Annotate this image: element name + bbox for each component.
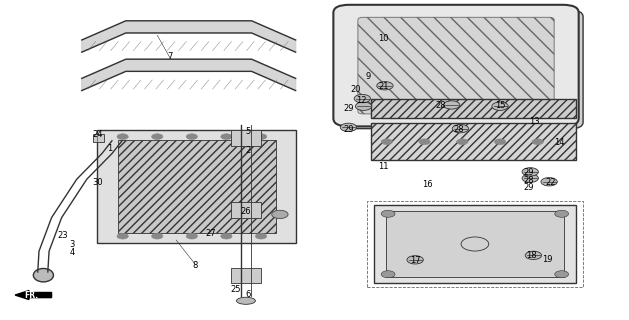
Text: 27: 27 (206, 229, 216, 238)
Text: 18: 18 (526, 252, 537, 260)
Circle shape (152, 134, 163, 140)
Text: 2: 2 (246, 146, 251, 155)
Text: 22: 22 (545, 178, 555, 187)
Circle shape (117, 233, 128, 239)
Circle shape (555, 210, 569, 217)
Text: 12: 12 (357, 96, 367, 105)
Text: 10: 10 (379, 34, 389, 43)
Text: 9: 9 (365, 72, 370, 81)
Circle shape (340, 123, 357, 132)
Circle shape (255, 233, 267, 239)
Bar (97, 130, 296, 243)
Circle shape (457, 139, 468, 145)
Text: 29: 29 (523, 168, 533, 177)
Text: 29: 29 (344, 125, 354, 134)
Circle shape (407, 256, 423, 264)
Text: 7: 7 (167, 52, 172, 60)
Circle shape (272, 210, 288, 219)
FancyBboxPatch shape (344, 10, 583, 129)
Circle shape (381, 271, 395, 278)
Circle shape (355, 102, 372, 110)
Circle shape (525, 251, 542, 260)
Circle shape (186, 233, 198, 239)
Circle shape (452, 124, 469, 133)
Text: 3: 3 (70, 240, 75, 249)
Text: 15: 15 (495, 101, 505, 110)
Circle shape (377, 82, 393, 90)
Text: 26: 26 (240, 207, 250, 216)
Circle shape (522, 168, 538, 176)
Text: 11: 11 (379, 162, 389, 171)
Bar (118, 140, 276, 233)
Circle shape (522, 174, 538, 182)
Bar (374, 205, 576, 283)
Circle shape (255, 134, 267, 140)
Ellipse shape (33, 268, 53, 282)
Circle shape (381, 139, 392, 145)
FancyBboxPatch shape (333, 5, 579, 126)
Text: 17: 17 (410, 256, 420, 265)
Text: 5: 5 (246, 127, 251, 136)
Text: 19: 19 (542, 255, 552, 264)
Text: 8: 8 (192, 261, 198, 270)
Bar (386, 211, 564, 277)
FancyArrow shape (15, 291, 52, 300)
Circle shape (221, 233, 232, 239)
Polygon shape (82, 59, 296, 91)
Circle shape (532, 139, 543, 145)
Ellipse shape (237, 297, 255, 304)
Circle shape (186, 134, 198, 140)
Bar (371, 123, 576, 160)
Circle shape (494, 139, 506, 145)
Text: 25: 25 (231, 285, 241, 294)
Bar (93, 134, 104, 142)
Text: 1: 1 (108, 144, 113, 153)
Text: 30: 30 (92, 178, 103, 187)
Circle shape (419, 139, 430, 145)
Text: 24: 24 (92, 130, 103, 139)
Text: 28: 28 (435, 101, 445, 110)
Text: 4: 4 (70, 248, 75, 257)
Circle shape (443, 101, 460, 109)
Bar (371, 99, 576, 118)
Bar (231, 130, 261, 146)
Circle shape (541, 178, 557, 186)
Bar (231, 268, 261, 283)
Bar (367, 201, 583, 287)
Text: 23: 23 (58, 231, 68, 240)
FancyBboxPatch shape (358, 17, 554, 114)
Text: 14: 14 (555, 138, 565, 147)
Circle shape (492, 102, 508, 110)
Circle shape (381, 210, 395, 217)
Text: 28: 28 (523, 176, 533, 185)
Bar (231, 202, 261, 218)
Text: 29: 29 (344, 104, 354, 113)
Text: 29: 29 (523, 183, 533, 192)
Polygon shape (82, 21, 296, 52)
Text: 6: 6 (246, 290, 251, 299)
Circle shape (117, 134, 128, 140)
Text: 28: 28 (454, 125, 464, 134)
Circle shape (354, 94, 370, 103)
Text: 16: 16 (423, 180, 433, 188)
Circle shape (152, 233, 163, 239)
Text: 20: 20 (350, 85, 360, 94)
Circle shape (555, 271, 569, 278)
Text: 13: 13 (530, 117, 540, 126)
Circle shape (221, 134, 232, 140)
Text: FR.: FR. (25, 291, 38, 300)
Text: 21: 21 (379, 82, 389, 91)
